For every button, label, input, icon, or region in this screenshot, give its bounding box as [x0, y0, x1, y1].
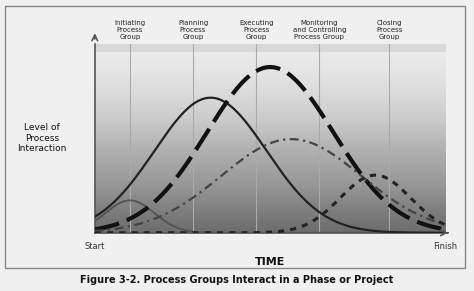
Text: Planning
Process
Group: Planning Process Group: [178, 20, 208, 40]
Text: Monitoring
and Controlling
Process Group: Monitoring and Controlling Process Group: [292, 20, 346, 40]
Text: Closing
Process
Group: Closing Process Group: [376, 20, 402, 40]
Text: Executing
Process
Group: Executing Process Group: [239, 20, 273, 40]
Text: TIME: TIME: [255, 257, 285, 267]
Text: Level of
Process
Interaction: Level of Process Interaction: [18, 123, 67, 153]
Text: Finish: Finish: [434, 242, 457, 251]
Text: Initiating
Process
Group: Initiating Process Group: [114, 20, 146, 40]
Text: Start: Start: [85, 242, 105, 251]
Text: Figure 3-2. Process Groups Interact in a Phase or Project: Figure 3-2. Process Groups Interact in a…: [81, 275, 393, 285]
